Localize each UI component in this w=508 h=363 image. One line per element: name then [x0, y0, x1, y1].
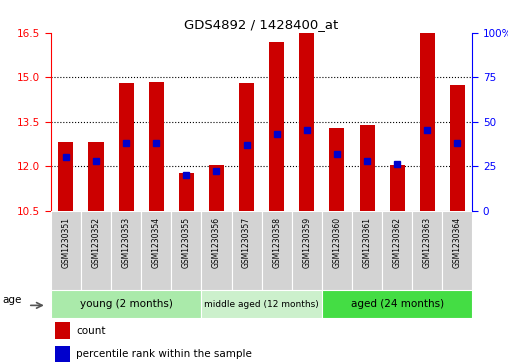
Text: GSM1230360: GSM1230360	[332, 217, 341, 268]
Bar	[171, 211, 201, 290]
Bar	[382, 211, 412, 290]
Text: GSM1230353: GSM1230353	[121, 217, 131, 268]
Text: GSM1230362: GSM1230362	[393, 217, 402, 268]
Bar	[58, 142, 73, 211]
Bar	[262, 211, 292, 290]
Text: GSM1230358: GSM1230358	[272, 217, 281, 268]
Bar	[51, 211, 81, 290]
Text: GSM1230351: GSM1230351	[61, 217, 71, 268]
Text: GSM1230352: GSM1230352	[91, 217, 101, 268]
Text: age: age	[3, 295, 22, 305]
Bar	[390, 164, 405, 211]
Bar	[412, 211, 442, 290]
Bar	[141, 211, 171, 290]
Text: young (2 months): young (2 months)	[80, 299, 173, 309]
Bar	[179, 174, 194, 211]
Text: GSM1230361: GSM1230361	[363, 217, 371, 268]
Bar	[201, 290, 322, 318]
Text: aged (24 months): aged (24 months)	[351, 299, 443, 309]
Title: GDS4892 / 1428400_at: GDS4892 / 1428400_at	[184, 19, 339, 32]
Bar	[442, 211, 472, 290]
Text: GSM1230364: GSM1230364	[453, 217, 462, 268]
Bar	[450, 85, 465, 211]
Bar	[55, 322, 70, 339]
Bar	[81, 211, 111, 290]
Bar	[51, 290, 201, 318]
Bar	[299, 31, 314, 211]
Text: middle aged (12 months): middle aged (12 months)	[204, 299, 319, 309]
Bar	[322, 211, 352, 290]
Text: GSM1230357: GSM1230357	[242, 217, 251, 268]
Bar	[292, 211, 322, 290]
Bar	[201, 211, 232, 290]
Bar	[149, 82, 164, 211]
Bar	[420, 27, 435, 211]
Text: GSM1230355: GSM1230355	[182, 217, 191, 268]
Bar	[360, 125, 374, 211]
Bar	[118, 83, 134, 211]
Bar	[232, 211, 262, 290]
Text: GSM1230356: GSM1230356	[212, 217, 221, 268]
Bar	[329, 127, 344, 211]
Bar	[239, 83, 254, 211]
Bar	[322, 290, 472, 318]
Text: GSM1230359: GSM1230359	[302, 217, 311, 268]
Bar	[111, 211, 141, 290]
Bar	[269, 42, 284, 211]
Text: count: count	[76, 326, 106, 336]
Text: GSM1230363: GSM1230363	[423, 217, 432, 268]
Bar	[352, 211, 382, 290]
Bar	[88, 142, 104, 211]
Text: percentile rank within the sample: percentile rank within the sample	[76, 350, 252, 359]
Bar	[55, 346, 70, 362]
Bar	[209, 164, 224, 211]
Text: GSM1230354: GSM1230354	[152, 217, 161, 268]
